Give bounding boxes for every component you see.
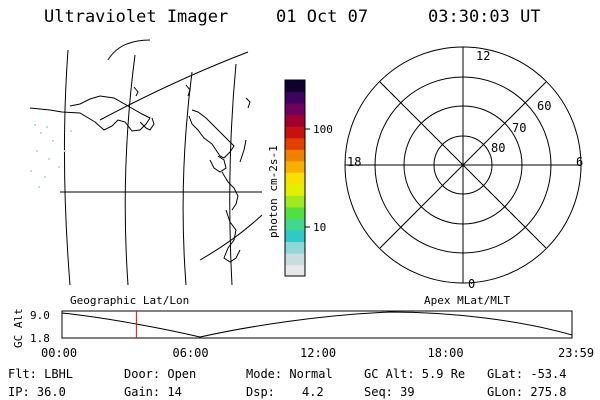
mlt-label-18: 18: [347, 155, 361, 169]
colorbar-band: [285, 195, 305, 208]
altitude-right-title: Apex MLat/MLT: [424, 294, 510, 307]
lat-label-80: 80: [491, 141, 505, 155]
colorbar-band: [285, 126, 305, 139]
status-door: Door: Open: [124, 367, 197, 381]
colorbar-band: [285, 183, 305, 196]
date-label: 01 Oct 07: [276, 7, 369, 27]
altitude-x-tick-label: 18:00: [428, 346, 464, 360]
mlt-label-0: 0: [468, 277, 475, 291]
altitude-plot-frame: [61, 310, 573, 339]
mlt-label-12: 12: [476, 49, 490, 63]
colorbar-band: [285, 241, 305, 254]
altitude-x-tick-label: 06:00: [173, 346, 209, 360]
altitude-curve: [61, 311, 573, 338]
altitude-x-tick-label: 23:59: [558, 346, 594, 360]
altitude-ytick-low: 1.8: [30, 332, 50, 345]
polar-diagonal-2: [379, 81, 547, 249]
colorbar-band: [285, 172, 305, 185]
altitude-ytick-high: 9.0: [30, 309, 50, 322]
instrument-title: Ultraviolet Imager: [44, 7, 229, 27]
lat-label-70: 70: [512, 121, 526, 135]
colorbar: [285, 80, 305, 277]
status-glat: GLat: -53.4: [487, 367, 567, 381]
colorbar-band: [285, 103, 305, 116]
colorbar-ticks: 100 10: [305, 123, 333, 234]
altitude-x-tick-label: 12:00: [300, 346, 336, 360]
colorbar-tick-label: 100: [313, 123, 333, 136]
status-gc-alt: GC Alt: 5.9 Re: [364, 367, 466, 381]
status-seq: Seq: 39: [364, 385, 415, 399]
colorbar-band: [285, 80, 305, 93]
lat-label-60: 60: [537, 99, 551, 113]
status-mode: Mode: Normal: [246, 367, 333, 381]
colorbar-band: [285, 218, 305, 231]
polar-plot: [344, 46, 582, 284]
map-grid: [60, 39, 263, 286]
status-glon: GLon: 275.8: [487, 385, 567, 399]
mlt-label-6: 6: [576, 155, 583, 169]
colorbar-unit-label: photon cm-2s-1: [267, 145, 280, 238]
coastline: [29, 84, 251, 263]
time-label: 03:30:03 UT: [428, 7, 541, 27]
colorbar-band: [285, 252, 305, 266]
status-ip: IP: 36.0: [8, 385, 66, 399]
altitude-x-tick-label: 00:00: [41, 346, 77, 360]
aurora-speckles: [30, 124, 72, 188]
altitude-ylabel: GC Alt: [12, 308, 25, 348]
colorbar-tick-label: 10: [313, 221, 326, 234]
colorbar-frame: [284, 79, 306, 277]
colorbar-band: [285, 149, 305, 162]
polar-labels: 12 6 0 18 60 70 80: [347, 49, 583, 291]
status-dsp-value: 4.2: [302, 385, 324, 399]
colorbar-band: [285, 206, 305, 219]
altitude-x-ticks: 00:00 06:00 12:00 18:00 23:59: [41, 346, 594, 360]
colorbar-band: [285, 137, 305, 150]
status-dsp-label: Dsp:: [246, 385, 275, 399]
colorbar-band: [285, 264, 305, 277]
colorbar-band: [285, 114, 305, 127]
status-gain: Gain: 14: [124, 385, 182, 399]
colorbar-band: [285, 91, 305, 104]
altitude-left-title: Geographic Lat/Lon: [70, 294, 189, 307]
colorbar-band: [285, 160, 305, 173]
colorbar-band: [285, 229, 305, 243]
geographic-map: [29, 39, 263, 286]
status-filter: Flt: LBHL: [8, 367, 74, 381]
